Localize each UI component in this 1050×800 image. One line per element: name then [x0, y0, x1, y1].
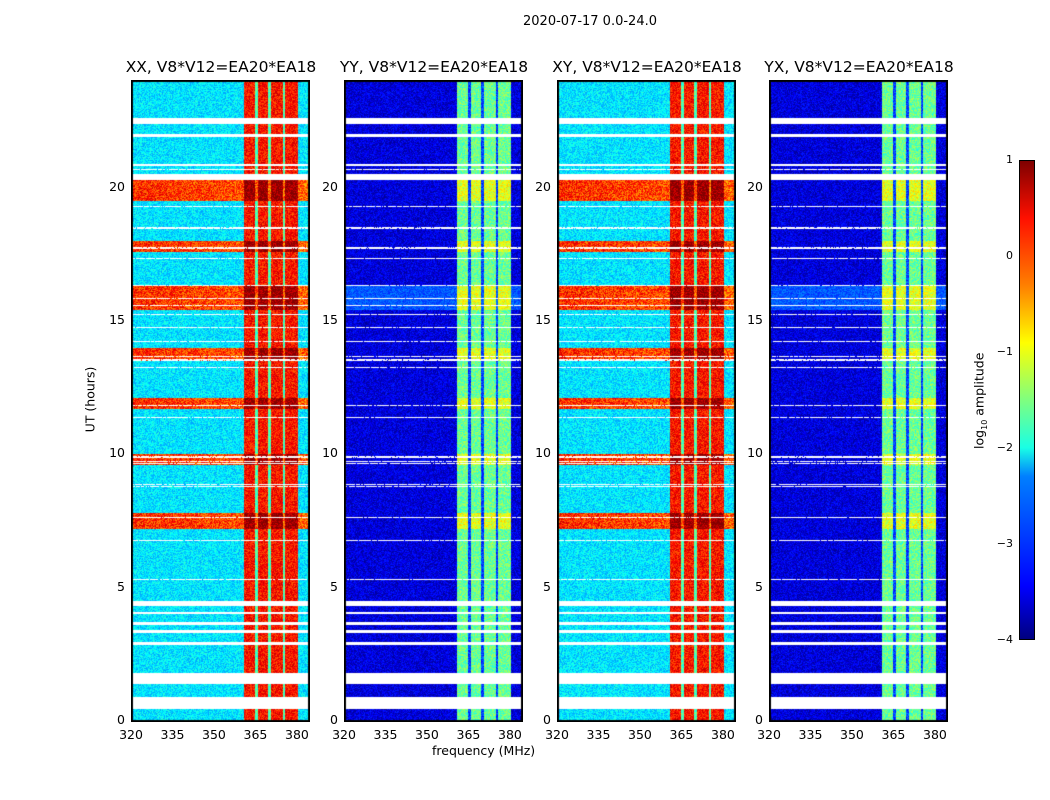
- y-tick-label: 20: [747, 178, 763, 194]
- y-tick-label: 0: [543, 712, 551, 727]
- x-tick-label: 335: [373, 727, 398, 742]
- y-tick-label: 10: [322, 445, 338, 461]
- x-tick-label: 350: [415, 727, 439, 742]
- x-tick-label: 335: [798, 727, 823, 742]
- colorbar-tick-label: −4: [996, 633, 1013, 646]
- y-tick-label: 10: [109, 445, 125, 461]
- panel-title: XX, V8*V12=EA20*EA18: [125, 58, 317, 76]
- panel-title: YY, V8*V12=EA20*EA18: [339, 58, 529, 76]
- x-tick-label: 365: [881, 727, 906, 742]
- panel-1: YY, V8*V12=EA20*EA18 320 335 350 365 380 0 5 10 1…: [322, 58, 528, 742]
- x-tick-label: 365: [669, 727, 694, 742]
- y-tick-label: 5: [543, 578, 551, 594]
- y-tick-label: 15: [109, 312, 125, 327]
- y-tick-label: 0: [330, 712, 338, 727]
- y-tick-label: 0: [755, 712, 763, 727]
- x-tick-label: 380: [923, 727, 947, 742]
- x-tick-label: 320: [545, 727, 569, 742]
- y-tick-label: 20: [322, 178, 338, 194]
- panel-2: XY, V8*V12=EA20*EA18 320 335 350 365 380 0 5 10 1…: [535, 58, 742, 742]
- y-tick-label: 20: [535, 178, 551, 194]
- panel-title: XY, V8*V12=EA20*EA18: [552, 58, 742, 76]
- x-tick-label: 350: [840, 727, 864, 742]
- colorbar-tick-label: −3: [996, 537, 1013, 550]
- y-tick-label: 20: [109, 178, 125, 194]
- y-tick-label: 15: [535, 312, 551, 327]
- colorbar-tick-label: 0: [1006, 249, 1013, 262]
- x-tick-label: 380: [711, 727, 735, 742]
- colorbar-tick-label: −1: [996, 345, 1013, 358]
- heatmap-image: [344, 80, 523, 722]
- y-tick-label: 10: [747, 445, 763, 461]
- panel-title: YX, V8*V12=EA20*EA18: [764, 58, 954, 76]
- y-tick-label: 15: [747, 312, 763, 327]
- panel-3: YX, V8*V12=EA20*EA18 320 335 350 365 380 0 5 10 1…: [747, 58, 954, 742]
- x-tick-label: 365: [243, 727, 268, 742]
- y-axis-label: UT (hours): [82, 366, 98, 433]
- colorbar-tick-label: 1: [1006, 153, 1013, 166]
- x-tick-label: 320: [757, 727, 781, 742]
- colorbar-label: log10 amplitude: [971, 352, 989, 449]
- colorbar-tick-label: −2: [996, 441, 1013, 454]
- x-tick-label: 320: [332, 727, 356, 742]
- x-tick-label: 380: [285, 727, 309, 742]
- x-tick-label: 350: [628, 727, 652, 742]
- x-tick-label: 320: [119, 727, 143, 742]
- panel-0: XX, V8*V12=EA20*EA18 320 335 350 365 380 0 5 10 1…: [109, 58, 316, 742]
- heatmap-image: [769, 80, 948, 722]
- heatmap-image: [557, 80, 736, 722]
- x-tick-label: 365: [456, 727, 481, 742]
- figure-title: 2020-07-17 0.0-24.0: [523, 14, 657, 29]
- x-tick-label: 335: [586, 727, 611, 742]
- y-tick-label: 5: [330, 578, 338, 594]
- colorbar: [1019, 160, 1035, 640]
- heatmap-image: [131, 80, 310, 722]
- x-axis-label: frequency (MHz): [432, 743, 536, 758]
- y-tick-label: 10: [535, 445, 551, 461]
- y-tick-label: 0: [117, 712, 125, 727]
- x-tick-label: 350: [202, 727, 226, 742]
- x-tick-label: 380: [498, 727, 522, 742]
- y-tick-label: 15: [322, 312, 338, 327]
- y-tick-label: 5: [117, 578, 125, 594]
- y-tick-label: 5: [755, 578, 763, 594]
- x-tick-label: 335: [160, 727, 185, 742]
